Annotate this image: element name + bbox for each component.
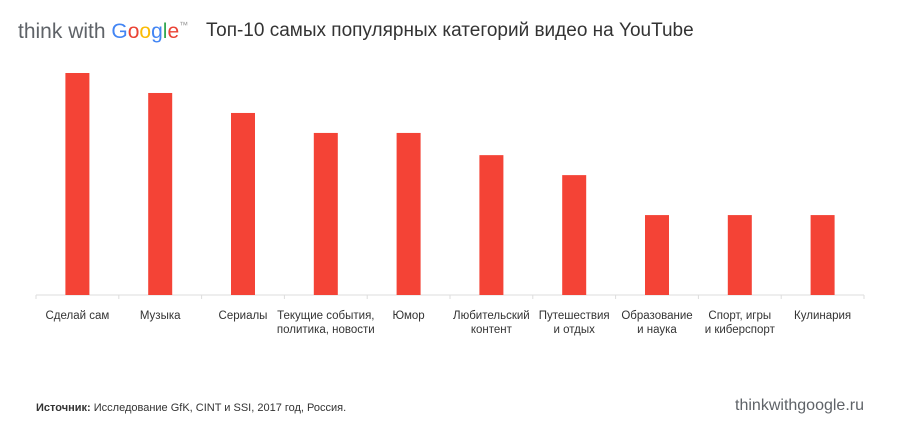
brand-letter: o: [139, 20, 152, 43]
bar: [231, 112, 255, 296]
brand-tm: ™: [179, 20, 189, 30]
source-label: Источник:: [36, 402, 91, 414]
bar-chart: [35, 73, 865, 299]
category-label: Кулинария: [794, 310, 852, 322]
bar: [727, 215, 752, 295]
bar: [148, 92, 173, 295]
brand-letter: e: [167, 20, 180, 43]
bar: [65, 73, 90, 295]
bar: [645, 215, 669, 295]
brand-letter: g: [151, 20, 163, 43]
category-label: Образование и наука: [621, 310, 693, 336]
category-label: Сериалы: [218, 310, 268, 322]
brand-prefix: think with: [18, 20, 112, 43]
bar: [479, 155, 504, 295]
site-link[interactable]: thinkwithgoogle.ru: [735, 397, 864, 414]
brand-letter: o: [127, 20, 140, 43]
chart-title: Топ-10 самых популярных категорий видео …: [206, 20, 694, 41]
brand-letter: G: [111, 20, 128, 43]
bar: [396, 132, 421, 295]
category-label: Текущие события, политика, новости: [276, 310, 375, 336]
category-label: Музыка: [139, 310, 181, 322]
source-text: Исследование GfK, CINT и SSI, 2017 год, …: [90, 402, 347, 414]
brand-logo: think with Google™: [18, 20, 188, 44]
category-label: Спорт, игры и киберспорт: [704, 310, 775, 336]
bar: [562, 175, 587, 295]
category-label: Юмор: [392, 310, 425, 322]
brand-letter: l: [162, 20, 168, 43]
category-label: Путешествия и отдых: [538, 310, 610, 336]
bar: [810, 215, 835, 295]
category-label: Любительский контент: [453, 310, 530, 336]
category-label: Сделай сам: [45, 310, 110, 322]
bar: [313, 132, 338, 295]
source-note: Источник: Исследование GfK, CINT и SSI, …: [36, 402, 346, 414]
